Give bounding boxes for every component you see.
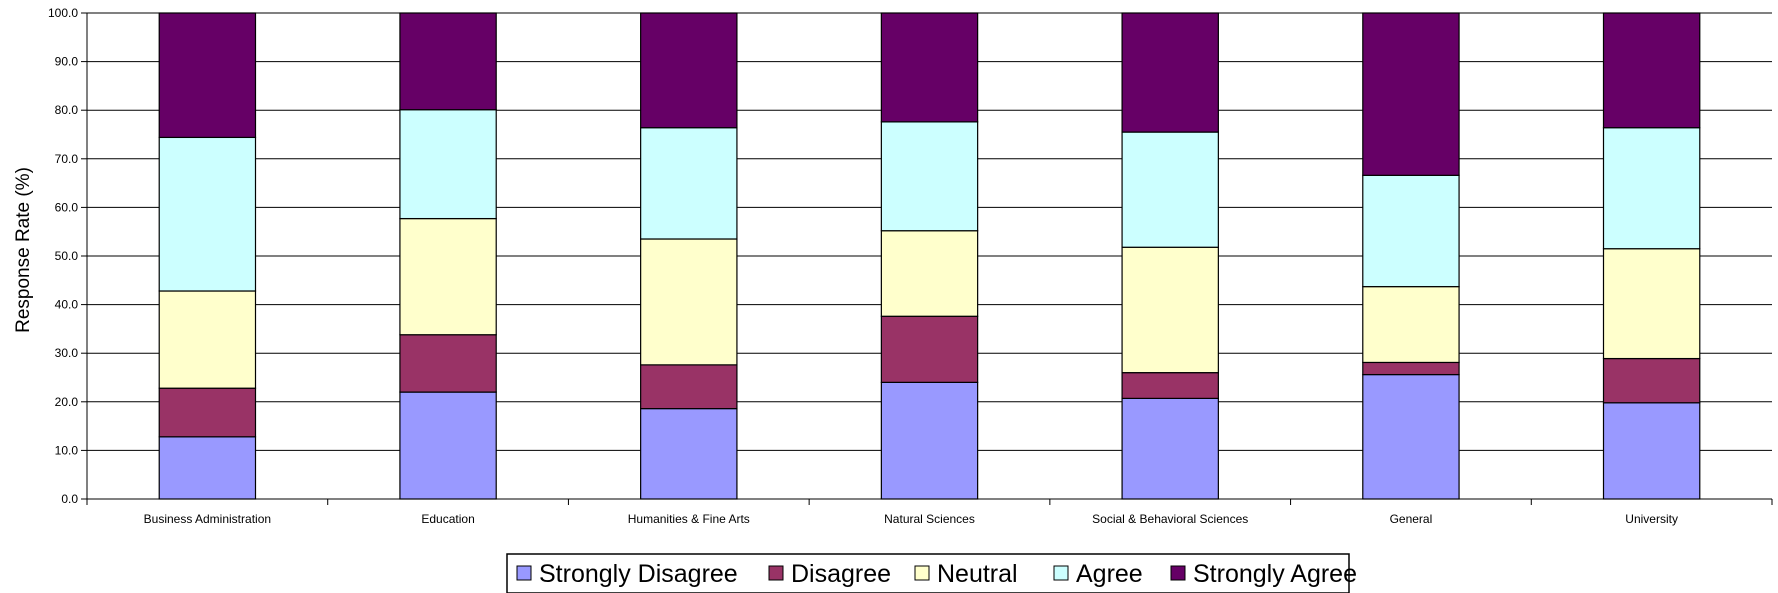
y-tick-label: 70.0: [55, 152, 79, 166]
y-tick-label: 40.0: [55, 298, 79, 312]
bar-segment-neutral: [880, 230, 979, 317]
x-category-label: Humanities & Fine Arts: [628, 512, 750, 526]
legend-label: Neutral: [937, 560, 1018, 588]
legend-swatch: [1170, 565, 1186, 581]
bar-segment-disagree: [880, 315, 979, 383]
bar-segment-strongly-disagree: [1121, 397, 1219, 500]
bar-segment-disagree: [1602, 357, 1701, 404]
bar-segment-disagree: [1121, 372, 1219, 399]
legend-label: Strongly Disagree: [539, 560, 738, 588]
x-category-label: Education: [421, 512, 474, 526]
bar-segment-strongly-disagree: [1602, 402, 1701, 500]
bars: [158, 12, 1701, 500]
bar-segment-agree: [880, 121, 979, 232]
legend: Strongly Disagree Disagree Neutral Agree Str…: [506, 553, 1357, 593]
bar-segment-neutral: [399, 217, 497, 336]
y-tick-label: 80.0: [55, 103, 79, 117]
bar-segment-strongly-agree: [158, 12, 257, 139]
bar-segment-strongly-disagree: [640, 408, 738, 500]
x-category-label: Social & Behavioral Sciences: [1092, 512, 1248, 526]
legend-swatch: [768, 565, 784, 581]
bar-segment-disagree: [640, 364, 738, 410]
bar-segment-neutral: [1121, 246, 1219, 374]
bar-segment-strongly-agree: [640, 12, 738, 129]
bar-segment-strongly-disagree: [1362, 373, 1460, 500]
bar-segment-strongly-agree: [880, 12, 979, 123]
bar-segment-strongly-disagree: [158, 436, 257, 500]
y-tick-label: 100.0: [48, 6, 78, 20]
y-tick-label: 50.0: [55, 249, 79, 263]
bar-segment-agree: [1362, 174, 1460, 288]
legend-swatch: [914, 565, 930, 581]
y-tick-label: 0.0: [61, 492, 78, 506]
bar-segment-disagree: [158, 387, 257, 438]
y-tick-label: 90.0: [55, 55, 79, 69]
legend-swatch: [1053, 565, 1069, 581]
bar-segment-neutral: [1602, 248, 1701, 360]
bar-segment-neutral: [1362, 286, 1460, 364]
bar-segment-strongly-agree: [1602, 12, 1701, 129]
bar-segment-strongly-agree: [399, 12, 497, 111]
bar-segment-strongly-agree: [1362, 12, 1460, 176]
bar-segment-agree: [158, 136, 257, 292]
bar-segment-strongly-agree: [1121, 12, 1219, 133]
bar-segment-neutral: [640, 238, 738, 366]
bar-segment-agree: [1602, 127, 1701, 250]
bar-segment-agree: [1121, 131, 1219, 248]
y-tick-label: 60.0: [55, 200, 79, 214]
bar-segment-agree: [399, 109, 497, 220]
y-tick-label: 20.0: [55, 395, 79, 409]
bar-segment-agree: [640, 127, 738, 240]
x-category-label: General: [1390, 512, 1433, 526]
bar-segment-strongly-disagree: [399, 391, 497, 500]
y-axis-title: Response Rate (%): [13, 167, 34, 333]
axes: 0.0 10.0 20.0 30.0 40.0 50.0 60.0 70.0 80.0 90.0 1…: [48, 6, 1773, 526]
bar-segment-disagree: [1362, 361, 1460, 376]
bar-segment-disagree: [399, 334, 497, 393]
legend-swatch: [516, 565, 532, 581]
legend-label: Agree: [1076, 560, 1143, 588]
x-category-label: Natural Sciences: [884, 512, 975, 526]
legend-label: Disagree: [791, 560, 891, 588]
bar-segment-neutral: [158, 290, 257, 389]
x-category-label: Business Administration: [144, 512, 271, 526]
x-category-label: University: [1625, 512, 1678, 526]
y-tick-label: 30.0: [55, 346, 79, 360]
legend-label: Strongly Agree: [1193, 560, 1357, 588]
bar-segment-strongly-disagree: [880, 381, 979, 500]
y-tick-label: 10.0: [55, 443, 79, 457]
